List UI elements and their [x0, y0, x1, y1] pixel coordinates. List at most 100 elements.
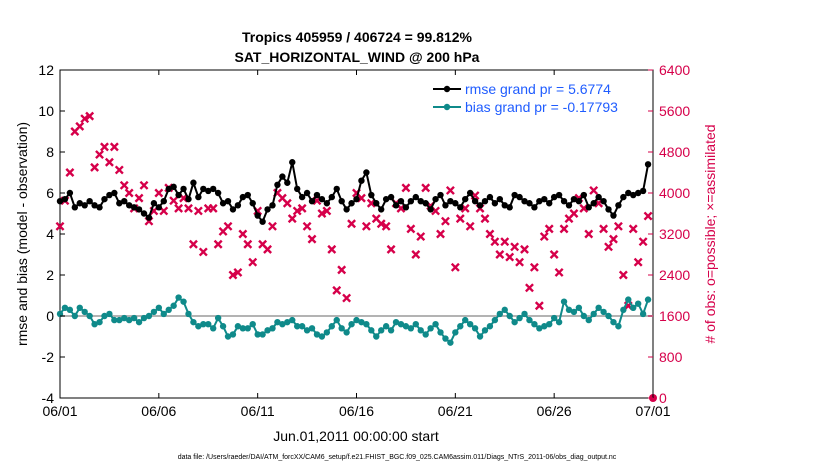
rmse-series-point [318, 195, 326, 203]
rmse-series-point [155, 204, 163, 211]
bias-series-point [471, 325, 479, 332]
bias-series-point [170, 302, 177, 309]
obs-count-marker [198, 247, 208, 257]
rmse-series-point [180, 185, 187, 193]
bias-series-point [437, 329, 444, 336]
obs-count-marker [213, 239, 223, 249]
bias-series-point [308, 325, 316, 332]
obs-count-marker [332, 285, 342, 295]
rmse-series-point [565, 202, 573, 209]
y2-tick-label: 4800 [659, 144, 690, 160]
obs-count-marker [268, 221, 277, 231]
rmse-series-point [111, 189, 118, 197]
rmse-series-point [531, 204, 538, 211]
rmse-series-point [254, 212, 261, 219]
obs-count-marker [381, 221, 391, 231]
obs-count-marker [342, 293, 352, 303]
obs-count-marker [238, 229, 248, 239]
y2-tick-label: 4000 [659, 185, 690, 201]
obs-count-marker [386, 244, 396, 254]
rmse-series-point [491, 200, 499, 207]
rmse-series-point [457, 204, 464, 211]
obs-count-marker [441, 216, 450, 226]
x-axis-label: Jun.01,2011 00:00:00 start [273, 428, 439, 444]
rmse-series-point [634, 189, 642, 197]
rmse-series-point [358, 177, 365, 184]
x-tick-label: 07/01 [635, 403, 670, 419]
rmse-series-point [274, 181, 281, 188]
obs-count-marker [500, 237, 510, 247]
bias-series-point [516, 314, 523, 322]
rmse-series-point [338, 198, 345, 205]
chart-subtitle: SAT_HORIZONTAL_WIND @ 200 hPa [235, 49, 480, 65]
bias-series-point [368, 327, 375, 334]
obs-count-marker [534, 301, 544, 311]
rmse-series-point [387, 193, 395, 201]
bias-series-point [249, 321, 256, 328]
obs-count-marker [184, 203, 193, 213]
bias-series-point [175, 294, 182, 301]
y-tick-label: 12 [38, 62, 54, 78]
bias-series-point [294, 323, 301, 330]
bias-series-point [348, 321, 355, 328]
obs-count-marker [589, 185, 599, 195]
rmse-series-point [145, 214, 153, 221]
bias-series-point [343, 329, 350, 336]
obs-count-marker [95, 150, 104, 160]
bias-series-point [412, 321, 419, 328]
bias-series-point [442, 335, 449, 342]
bias-series-point [550, 314, 558, 322]
data-file-footnote: data file: /Users/raeder/DAI/ATM_forcXX/… [178, 454, 617, 461]
rmse-series-point [294, 185, 301, 193]
rmse-series-point [363, 169, 370, 176]
y2-tick-label: 6400 [659, 62, 690, 78]
y-tick-label: 8 [46, 144, 54, 160]
rmse-series-point [644, 161, 652, 168]
y-tick-label: -2 [42, 349, 55, 365]
bias-series-point [555, 318, 563, 326]
y-tick-label: 0 [46, 308, 54, 324]
legend-rmse-marker [443, 85, 451, 93]
bias-series-point [279, 321, 286, 328]
y-tick-label: 10 [38, 103, 54, 119]
bias-series-point [323, 329, 331, 336]
rmse-series-point [516, 193, 523, 201]
bias-series-point [150, 308, 158, 316]
bias-series-point [313, 331, 321, 338]
bias-series-point [565, 306, 573, 314]
bias-series-point [521, 310, 528, 318]
rmse-series-point [140, 210, 148, 217]
obs-count-marker [436, 229, 445, 239]
obs-count-marker [618, 270, 628, 280]
rmse-series-point [382, 195, 390, 203]
bias-series-point [185, 310, 192, 318]
bias-series-point [476, 333, 484, 340]
bias-series-point [481, 327, 489, 334]
rmse-series-point [481, 198, 489, 205]
x-tick-label: 06/01 [42, 403, 77, 419]
bias-series-point [121, 314, 128, 322]
rmse-series-point [546, 200, 553, 207]
rmse-series-point [511, 191, 518, 199]
obs-count-marker [569, 209, 579, 218]
rmse-series-point [496, 195, 504, 203]
y-tick-label: 6 [46, 185, 54, 201]
bias-series-point [155, 304, 163, 311]
bias-series-point [254, 331, 261, 338]
rmse-series-point [130, 204, 138, 211]
rmse-series-point [71, 204, 79, 211]
rmse-series-point [639, 187, 647, 195]
obs-count-marker [638, 237, 648, 247]
rmse-series-point [501, 202, 508, 209]
obs-count-marker [510, 242, 520, 252]
rmse-series-point [615, 202, 622, 209]
y-axis-label: rmse and bias (model - observation) [14, 122, 30, 346]
bias-series-point [382, 323, 390, 330]
obs-count-marker [263, 244, 272, 254]
bias-series-point [373, 333, 380, 340]
rmse-series-point [343, 206, 350, 213]
bias-series-point [116, 316, 123, 324]
rmse-series-point [575, 198, 583, 205]
obs-count-marker [119, 180, 129, 190]
